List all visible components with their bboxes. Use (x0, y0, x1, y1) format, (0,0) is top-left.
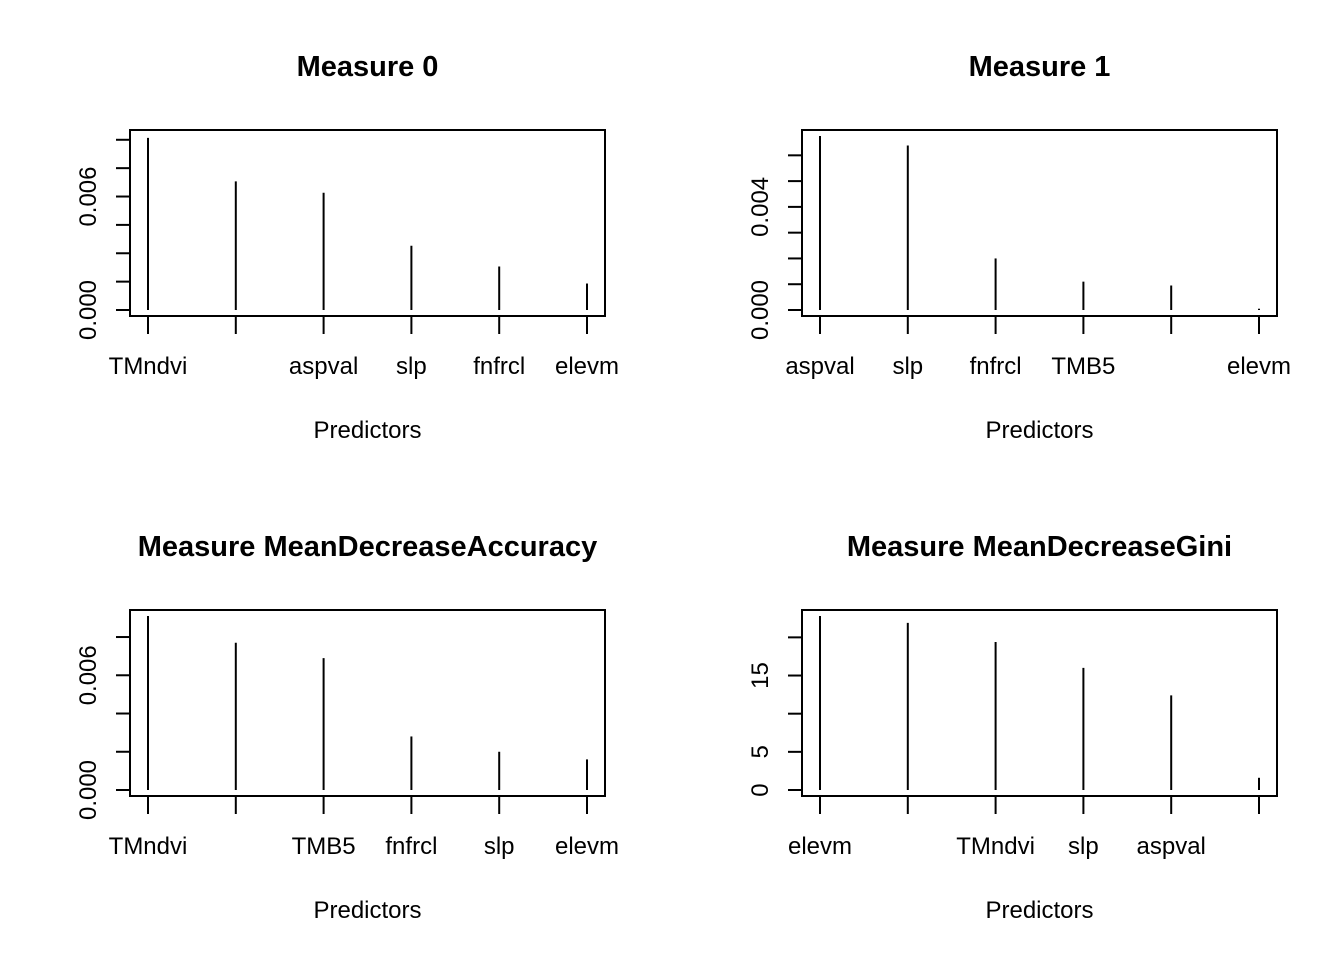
y-tick-label: 0.000 (75, 280, 102, 340)
chart-title: Measure 0 (297, 51, 439, 83)
chart-panel-2: Measure MeanDecreaseAccuracy TMndvi TMB5 fn… (75, 531, 619, 924)
y-tick-label: 0.006 (75, 645, 102, 705)
x-tick-label: TMndvi (956, 833, 1035, 860)
y-tick-label: 5 (747, 745, 774, 758)
chart-title: Measure MeanDecreaseAccuracy (138, 531, 597, 563)
x-axis-label: Predictors (985, 417, 1093, 444)
chart-title: Measure MeanDecreaseGini (847, 531, 1232, 563)
x-tick-label: aspval (1137, 833, 1206, 860)
x-axis-label: Predictors (985, 897, 1093, 924)
plot-frame (129, 609, 606, 797)
x-tick-label: elevm (555, 833, 619, 860)
y-tick-label: 0 (747, 783, 774, 796)
plot-frame (801, 129, 1278, 317)
y-tick-label: 15 (747, 662, 774, 689)
y-tick-label: 0.006 (75, 166, 102, 226)
chart-panel-3: Measure MeanDecreaseGini elevm TMndvi slp as… (747, 531, 1278, 924)
chart-panel-0: Measure 0 TMndvi aspval slp fnfrcl elevm 0.000… (75, 51, 619, 444)
x-tick-label: slp (1068, 833, 1099, 860)
x-axis-label: Predictors (313, 417, 421, 444)
x-tick-label: aspval (289, 353, 358, 380)
x-tick-label: TMB5 (292, 833, 356, 860)
x-tick-label: TMndvi (109, 833, 188, 860)
chart-panel-1: Measure 1 aspval slp fnfrcl TMB5 elevm 0.000 0.… (747, 51, 1291, 444)
x-tick-label: fnfrcl (970, 353, 1022, 380)
x-tick-label: aspval (785, 353, 854, 380)
y-tick-label: 0.000 (75, 760, 102, 820)
x-tick-label: slp (396, 353, 427, 380)
x-tick-label: TMndvi (109, 353, 188, 380)
x-tick-label: elevm (788, 833, 852, 860)
plot-frame (129, 129, 606, 317)
y-tick-label: 0.004 (747, 177, 774, 237)
x-tick-label: elevm (1227, 353, 1291, 380)
y-tick-label: 0.000 (747, 280, 774, 340)
x-tick-label: slp (484, 833, 515, 860)
chart-title: Measure 1 (969, 51, 1111, 83)
x-tick-label: fnfrcl (385, 833, 437, 860)
x-tick-label: fnfrcl (473, 353, 525, 380)
x-tick-label: TMB5 (1051, 353, 1115, 380)
plot-frame (801, 609, 1278, 797)
x-tick-label: slp (892, 353, 923, 380)
x-axis-label: Predictors (313, 897, 421, 924)
x-tick-label: elevm (555, 353, 619, 380)
